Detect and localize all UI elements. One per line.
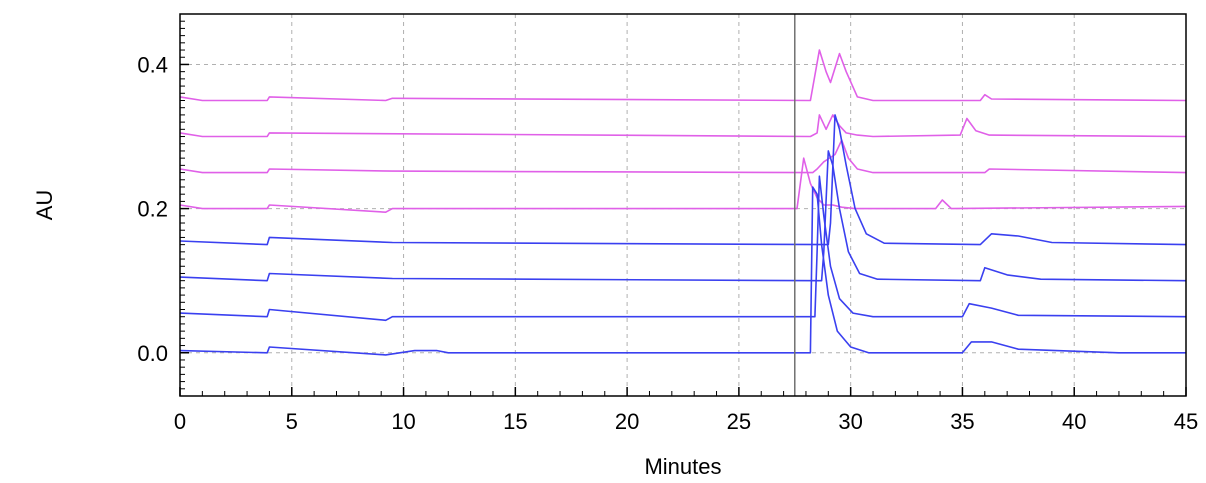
x-tick-label: 25 [727, 409, 751, 434]
plot-frame [179, 13, 1187, 397]
x-tick-label: 10 [391, 409, 415, 434]
grid-lines [180, 14, 1186, 396]
series-trace-5 [179, 114, 1187, 246]
x-axis-title: Minutes [644, 454, 721, 479]
y-tick-label: 0.4 [137, 52, 168, 77]
x-tick-label: 30 [838, 409, 862, 434]
series-trace-1 [179, 49, 1187, 102]
y-tick-label: 0.0 [137, 341, 168, 366]
x-tick-label: 40 [1062, 409, 1086, 434]
series-group [179, 49, 1187, 356]
x-tick-label: 0 [174, 409, 186, 434]
y-axis-title: AU [32, 190, 57, 221]
x-tick-label: 45 [1174, 409, 1198, 434]
x-tick-label: 5 [286, 409, 298, 434]
series-trace-7 [179, 175, 1187, 322]
x-tick-label: 35 [950, 409, 974, 434]
x-tick-label: 15 [503, 409, 527, 434]
series-trace-3 [179, 139, 1187, 174]
series-trace-6 [179, 150, 1187, 282]
series-trace-4 [179, 157, 1187, 213]
x-tick-label: 20 [615, 409, 639, 434]
y-tick-label: 0.2 [137, 197, 168, 222]
axes: 0 5 10 15 20 25 30 35 40 45 0.0 0.2 0.4 [137, 20, 1198, 434]
series-trace-8 [179, 186, 1186, 356]
series-trace-2 [179, 114, 1187, 138]
